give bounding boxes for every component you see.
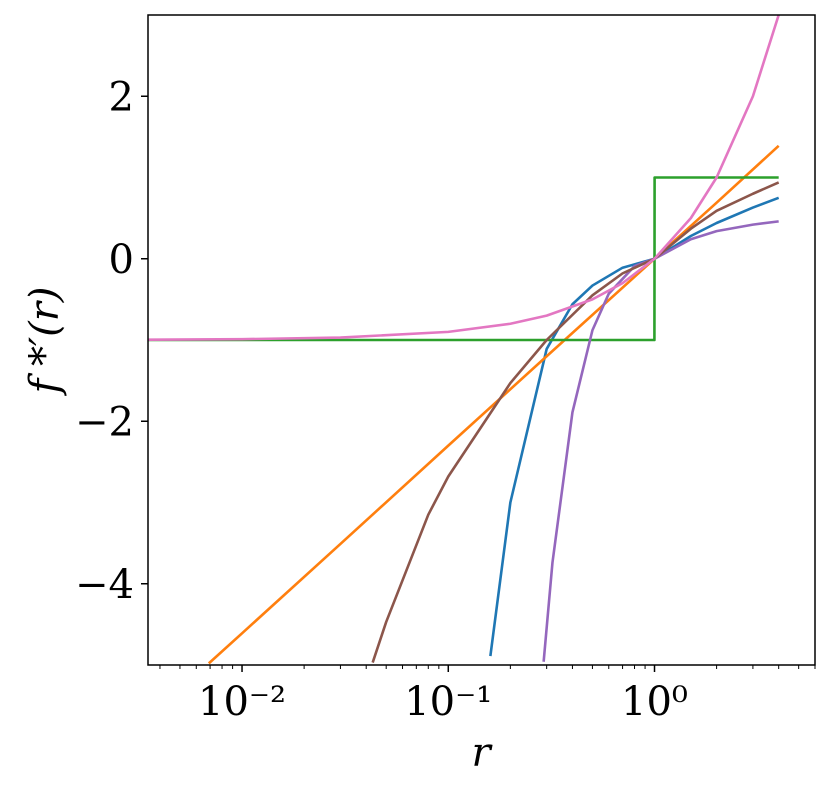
y-tick-label: −4 xyxy=(75,562,134,608)
x-axis-label: r xyxy=(471,730,493,776)
plot-frame xyxy=(147,14,816,666)
y-tick-label: 0 xyxy=(109,237,134,283)
x-tick-label: 10⁰ xyxy=(621,679,688,725)
series-line-5 xyxy=(371,181,780,663)
series-line-0 xyxy=(489,196,780,657)
tick-layer: 2 0 −2 −4 10⁻² 10⁻¹ 10⁰ xyxy=(75,74,816,725)
x-tick-label: 10⁻² xyxy=(198,679,286,725)
series-line-4 xyxy=(542,220,779,662)
y-axis-label: f *′(r) xyxy=(22,287,68,397)
series-line-1 xyxy=(207,144,780,665)
y-tick-label: 2 xyxy=(109,74,134,120)
series-line-2 xyxy=(148,176,779,342)
y-tick-label: −2 xyxy=(75,399,134,445)
series-layer xyxy=(148,15,780,665)
x-tick-label: 10⁻¹ xyxy=(404,679,492,725)
series-line-6 xyxy=(148,15,780,341)
